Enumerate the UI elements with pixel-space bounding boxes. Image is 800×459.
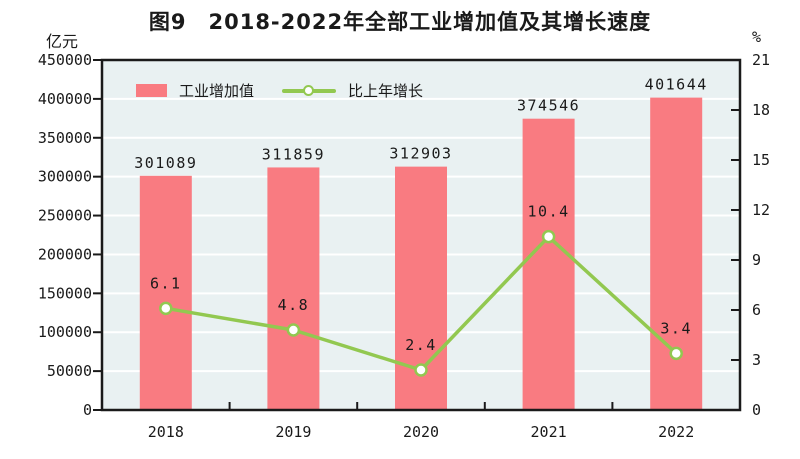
left-axis-tick-label: 450000: [38, 51, 92, 69]
line-value-label: 10.4: [528, 203, 570, 221]
bar-2018: [139, 175, 192, 410]
right-axis-tick-label: 15: [752, 151, 770, 169]
bar-value-label: 401644: [645, 76, 708, 94]
left-axis-tick-label: 350000: [38, 129, 92, 147]
left-axis-tick-label: 400000: [38, 90, 92, 108]
right-axis-tick-label: 3: [752, 351, 761, 369]
bar-value-label: 312903: [389, 145, 452, 163]
x-axis-label-2022: 2022: [658, 423, 694, 441]
line-marker-2021: [541, 229, 556, 244]
line-value-label: 4.8: [278, 296, 310, 314]
legend-item-bar-series: 工业增加值: [136, 80, 254, 101]
left-axis-tick-label: 50000: [47, 362, 92, 380]
line-series-label: 比上年增长: [348, 82, 424, 100]
chart-title: 图9 2018-2022年全部工业增加值及其增长速度: [148, 10, 652, 34]
line-marker-2019: [286, 323, 301, 337]
line-marker-2020: [414, 363, 428, 377]
left-axis-tick-label: 300000: [38, 168, 92, 186]
line-marker-2018: [159, 301, 173, 316]
line-value-label: 2.4: [405, 336, 437, 354]
bar-series-swatch: [136, 84, 167, 97]
line-value-label: 3.4: [660, 319, 692, 337]
bar-series-label: 工业增加值: [179, 82, 255, 100]
left-axis-unit-label: 亿元: [45, 32, 78, 51]
right-axis-tick-label: 0: [752, 401, 761, 419]
line-series-swatch: [282, 84, 337, 97]
left-axis-tick-label: 250000: [38, 207, 92, 225]
line-value-label: 6.1: [150, 274, 182, 292]
left-axis-tick-label: 150000: [38, 284, 92, 302]
x-axis-label-2021: 2021: [531, 423, 567, 441]
legend-item-line-series: 比上年增长: [282, 80, 423, 101]
bar-2021: [522, 118, 575, 410]
bar-2022: [650, 97, 703, 410]
chart-legend: 工业增加值 比上年增长: [136, 80, 423, 101]
right-axis-tick-label: 12: [752, 201, 770, 219]
x-axis-label-2018: 2018: [148, 423, 184, 441]
bar-value-label: 301089: [134, 154, 197, 172]
left-axis-tick-label: 0: [83, 401, 92, 419]
bar-value-label: 311859: [262, 145, 325, 163]
bar-value-label: 374546: [517, 97, 580, 115]
line-swatch-marker-icon: [303, 85, 315, 96]
right-axis-tick-label: 6: [752, 301, 761, 319]
left-axis-tick-label: 100000: [38, 323, 92, 341]
right-axis-tick-label: 18: [752, 101, 770, 119]
right-axis-tick-label: 21: [752, 51, 770, 69]
plot-frame: [100, 58, 742, 412]
left-axis-tick-label: 200000: [38, 245, 92, 263]
right-axis-unit-label: %: [752, 28, 762, 46]
line-marker-2022: [669, 346, 683, 361]
x-axis-label-2019: 2019: [275, 423, 311, 441]
x-axis-label-2020: 2020: [403, 423, 439, 441]
bar-2019: [267, 167, 320, 410]
right-axis-tick-label: 9: [752, 251, 761, 269]
